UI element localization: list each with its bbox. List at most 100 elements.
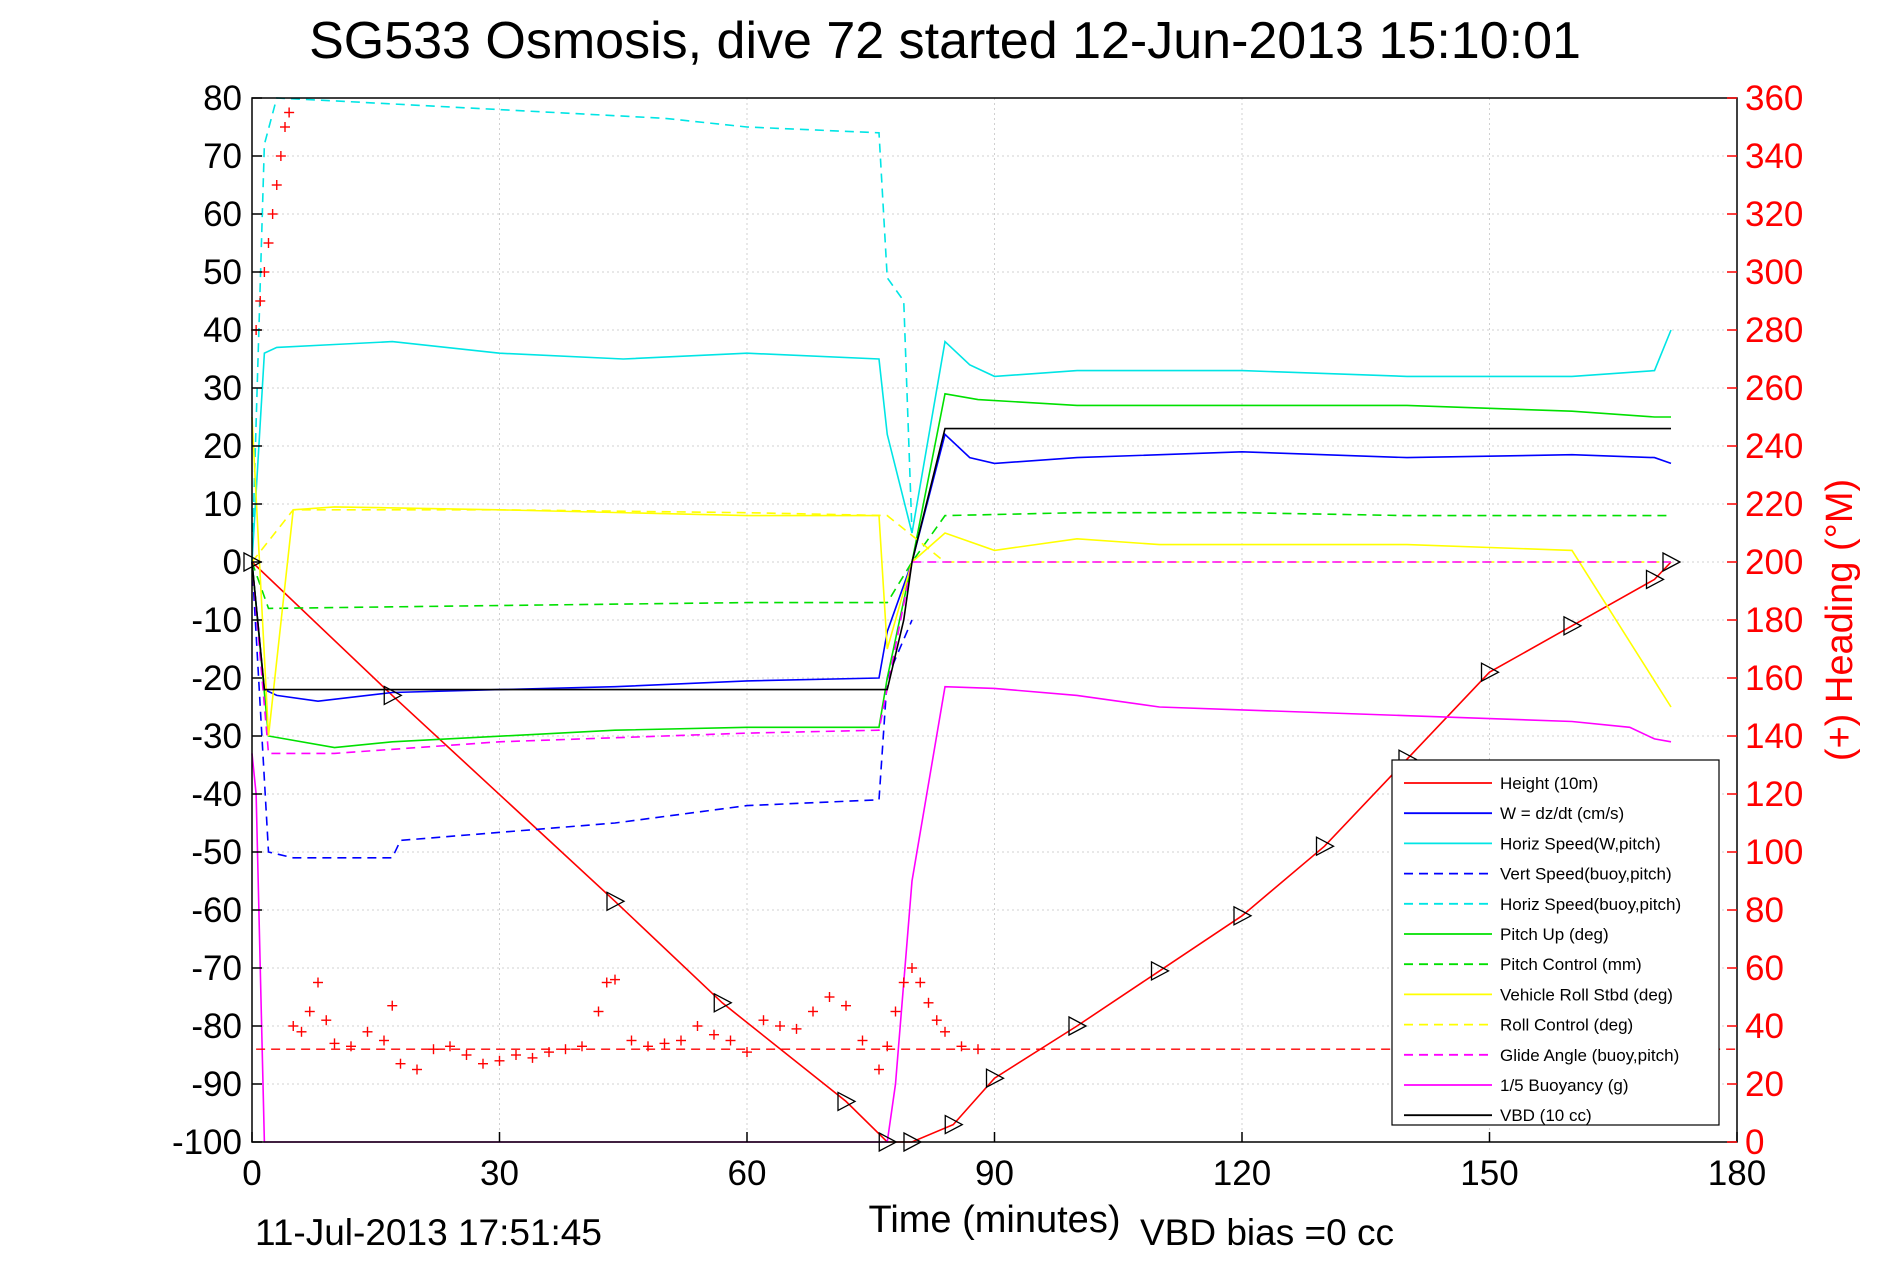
series-line-3 bbox=[251, 561, 913, 859]
height-marker bbox=[1233, 905, 1253, 926]
right-tick-label: 320 bbox=[1745, 195, 1803, 234]
heading-point bbox=[791, 1023, 802, 1034]
y-tick-label: 40 bbox=[203, 311, 242, 350]
heading-point bbox=[874, 1064, 884, 1075]
x-tick-label: 180 bbox=[1708, 1154, 1766, 1193]
series-line-0 bbox=[251, 561, 1672, 1143]
legend-label: W = dz/dt (cm/s) bbox=[1500, 804, 1624, 823]
right-tick-label: 300 bbox=[1745, 253, 1803, 292]
heading-point bbox=[304, 1006, 315, 1017]
heading-point bbox=[275, 151, 286, 161]
right-tick-label: 160 bbox=[1745, 659, 1803, 698]
heading-point bbox=[494, 1055, 505, 1066]
heading-point bbox=[610, 974, 620, 985]
heading-point bbox=[775, 1021, 785, 1031]
heading-point bbox=[395, 1058, 406, 1069]
axis-ticks: 0 30 60 90 120 150 180-100-90-80-70-60-50-40-3… bbox=[172, 79, 1803, 1193]
series-line-9 bbox=[251, 561, 1671, 755]
height-marker bbox=[713, 992, 733, 1013]
height-marker bbox=[1645, 569, 1665, 590]
heading-point bbox=[461, 1050, 472, 1060]
heading-point bbox=[890, 1006, 901, 1017]
legend-box bbox=[1391, 759, 1720, 1126]
heading-point bbox=[940, 1026, 950, 1037]
height-marker bbox=[383, 685, 403, 706]
height-marker bbox=[1315, 836, 1335, 857]
legend-label: Roll Control (deg) bbox=[1500, 1016, 1633, 1035]
legend-entry: Pitch Control (mm) bbox=[1404, 955, 1642, 974]
series-line-6 bbox=[251, 511, 1671, 610]
heading-point bbox=[931, 1015, 942, 1026]
heading-point bbox=[824, 992, 835, 1002]
y-tick-label: -50 bbox=[191, 833, 242, 872]
y-tick-label: 20 bbox=[203, 427, 242, 466]
right-tick-label: 80 bbox=[1745, 891, 1784, 930]
legend-entry: Pitch Up (deg) bbox=[1404, 925, 1609, 944]
legend-entry: Vehicle Roll Stbd (deg) bbox=[1404, 985, 1673, 1004]
right-tick-label: 120 bbox=[1745, 775, 1803, 814]
right-tick-label: 360 bbox=[1745, 79, 1803, 118]
height-marker bbox=[606, 891, 626, 912]
x-tick-label: 30 bbox=[480, 1154, 519, 1193]
heading-point bbox=[577, 1041, 587, 1052]
y-tick-label: 60 bbox=[203, 195, 242, 234]
legend-label: Height (10m) bbox=[1500, 774, 1598, 793]
height-marker bbox=[1480, 662, 1500, 683]
heading-point bbox=[284, 107, 295, 118]
y-tick-label: -90 bbox=[191, 1065, 242, 1104]
height-marker bbox=[1150, 960, 1170, 981]
height-marker bbox=[944, 1114, 964, 1135]
right-tick-label: 280 bbox=[1745, 311, 1803, 350]
right-tick-label: 240 bbox=[1745, 427, 1803, 466]
heading-point bbox=[263, 238, 274, 248]
right-tick-label: 140 bbox=[1745, 717, 1803, 756]
heading-point bbox=[288, 1021, 299, 1031]
heading-point bbox=[296, 1026, 307, 1037]
heading-point bbox=[329, 1038, 340, 1049]
legend-entry: Roll Control (deg) bbox=[1404, 1016, 1633, 1035]
legend-entry: Horiz Speed(W,pitch) bbox=[1404, 834, 1661, 853]
x-axis-label: Time (minutes) bbox=[869, 1199, 1121, 1241]
y-tick-label: 30 bbox=[203, 369, 242, 408]
legend-label: Pitch Up (deg) bbox=[1500, 925, 1609, 944]
legend: Height (10m) W = dz/dt (cm/s) Horiz Speed(… bbox=[1391, 759, 1720, 1126]
heading-point bbox=[321, 1015, 332, 1026]
y-tick-label: -30 bbox=[191, 717, 242, 756]
series-line-4 bbox=[251, 97, 913, 563]
legend-label: Horiz Speed(buoy,pitch) bbox=[1500, 895, 1681, 914]
heading-point bbox=[271, 180, 282, 190]
heading-point bbox=[923, 997, 934, 1008]
heading-point bbox=[709, 1029, 719, 1040]
heading-point bbox=[857, 1035, 868, 1046]
heading-point bbox=[601, 977, 612, 988]
height-marker bbox=[1662, 551, 1682, 573]
footer-vbd-bias: VBD bias =0 cc bbox=[1140, 1212, 1394, 1253]
heading-point bbox=[626, 1035, 637, 1046]
y-tick-label: 80 bbox=[203, 79, 242, 118]
legend-label: 1/5 Buoyancy (g) bbox=[1500, 1076, 1629, 1095]
right-tick-label: 100 bbox=[1745, 833, 1803, 872]
heading-point bbox=[841, 1000, 851, 1011]
x-tick-label: 0 bbox=[242, 1154, 261, 1193]
x-tick-label: 150 bbox=[1460, 1154, 1518, 1193]
legend-label: Pitch Control (mm) bbox=[1500, 955, 1642, 974]
legend-entry: Glide Angle (buoy,pitch) bbox=[1404, 1046, 1679, 1065]
x-tick-label: 90 bbox=[975, 1154, 1014, 1193]
series-line-1 bbox=[251, 432, 1672, 703]
legend-label: Vehicle Roll Stbd (deg) bbox=[1500, 985, 1673, 1004]
right-tick-label: 0 bbox=[1745, 1123, 1764, 1162]
right-tick-label: 40 bbox=[1745, 1007, 1784, 1046]
right-tick-label: 200 bbox=[1745, 543, 1803, 582]
heading-point bbox=[362, 1026, 373, 1037]
y-tick-label: 0 bbox=[223, 543, 242, 582]
legend-entry: Height (10m) bbox=[1404, 774, 1598, 793]
heading-point bbox=[280, 122, 290, 132]
y-tick-label: -80 bbox=[191, 1007, 242, 1046]
heading-point bbox=[758, 1015, 769, 1026]
heading-point bbox=[907, 963, 917, 973]
chart-title: SG533 Osmosis, dive 72 started 12-Jun-20… bbox=[309, 12, 1581, 70]
heading-point bbox=[478, 1058, 488, 1069]
heading-point bbox=[659, 1038, 670, 1049]
heading-point bbox=[267, 209, 278, 219]
y-tick-label: 50 bbox=[203, 253, 242, 292]
